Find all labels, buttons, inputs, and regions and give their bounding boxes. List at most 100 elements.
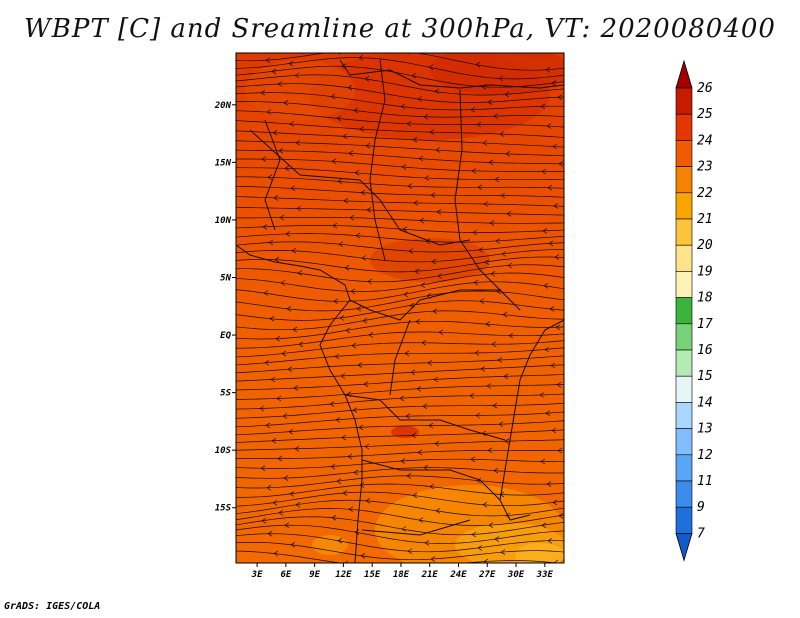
colorbar-label: 14 <box>697 395 713 410</box>
colorbar: 26 25 24 23 22 21 20 19 18 17 16 15 14 13 12 11 9 7 <box>675 59 713 562</box>
streamline <box>236 130 564 148</box>
streamline-arrow <box>341 434 347 441</box>
streamline <box>236 550 560 563</box>
map-frame <box>235 52 565 564</box>
streamline-arrow <box>339 315 345 321</box>
streamline <box>236 533 564 553</box>
streamline <box>236 491 564 507</box>
streamline-arrow <box>338 241 344 247</box>
colorbar-segment <box>675 480 693 508</box>
streamline-arrow <box>474 350 480 356</box>
colorbar-label: 13 <box>697 422 713 437</box>
streamline-arrow <box>278 148 284 154</box>
streamline <box>236 449 564 459</box>
streamline-arrow <box>340 373 346 379</box>
streamline <box>236 310 564 331</box>
colorbar-segment <box>675 218 693 246</box>
streamline <box>236 83 564 103</box>
streamline-arrow <box>485 321 491 327</box>
streamline-arrow <box>343 198 349 204</box>
border-line <box>369 59 386 261</box>
streamline-arrow <box>434 88 440 95</box>
streamline-arrow <box>355 232 361 239</box>
latitude-axis: 20N 15N 10N 5N EQ 5S 10S 15S <box>214 101 236 514</box>
streamline-arrow <box>419 217 425 224</box>
streamline <box>236 355 564 374</box>
streamline-arrow <box>411 72 417 79</box>
streamline-arrow <box>504 91 510 98</box>
border-line <box>361 519 471 536</box>
streamline-arrow <box>406 120 412 127</box>
streamline-arrow <box>274 256 280 263</box>
streamline-arrow <box>291 247 297 254</box>
lon-tick-label: 12E <box>335 570 352 580</box>
streamline-arrow <box>278 510 284 516</box>
streamline-arrow <box>488 522 494 528</box>
streamline-arrow <box>429 483 435 490</box>
lat-tick-label: 10S <box>215 446 232 456</box>
lat-tick-label: 10N <box>215 216 232 226</box>
field-warm-patch <box>391 426 419 438</box>
streamline <box>236 347 564 366</box>
border-line <box>389 319 411 396</box>
streamline-arrow <box>287 366 293 373</box>
streamline-arrow <box>295 502 301 508</box>
streamline <box>236 483 564 498</box>
streamline-arrow <box>367 278 373 285</box>
streamline <box>236 524 564 544</box>
streamline-arrow <box>501 251 507 257</box>
colorbar-segment <box>675 428 693 456</box>
streamline <box>236 429 564 443</box>
streamline-arrow <box>471 531 477 538</box>
streamline-arrow <box>418 517 424 523</box>
streamline-arrow <box>331 514 337 521</box>
lat-tick-label: 5S <box>220 389 231 399</box>
streamline-arrow <box>413 200 419 206</box>
streamline-arrow <box>503 373 509 380</box>
streamline-arrow <box>342 490 348 496</box>
border-line <box>454 89 501 291</box>
streamline-arrow <box>482 140 488 146</box>
streamline-arrow <box>506 211 512 217</box>
streamline-arrow <box>277 455 283 462</box>
streamline-arrow <box>402 226 408 232</box>
streamline-arrow <box>420 282 426 288</box>
streamline-arrow <box>262 224 268 230</box>
streamline-arrow <box>421 340 427 346</box>
streamline-arrow <box>556 381 562 388</box>
streamline-arrow <box>557 447 563 454</box>
streamline-arrow <box>284 165 290 172</box>
streamline-arrow <box>545 67 551 73</box>
streamline-arrow <box>552 499 558 506</box>
streamline-arrow <box>353 469 359 476</box>
streamline-arrow <box>494 536 500 542</box>
streamline <box>236 241 564 253</box>
streamline <box>236 340 564 358</box>
streamline-arrow <box>547 538 553 544</box>
streamline-arrow <box>404 350 410 357</box>
streamline-arrow <box>424 540 430 546</box>
streamline-arrow <box>290 541 296 548</box>
lon-tick-label: 18E <box>393 570 410 580</box>
streamline-arrow <box>354 169 360 176</box>
streamline <box>236 300 564 321</box>
streamline-arrow <box>400 103 406 110</box>
streamline-arrow <box>435 508 441 514</box>
streamline <box>236 120 564 138</box>
streamline-arrow <box>342 133 348 140</box>
streamline-arrow <box>425 238 431 245</box>
colorbar-label: 9 <box>697 500 705 515</box>
streamline-arrow <box>490 271 496 277</box>
streamline-arrow <box>437 273 443 279</box>
colorbar-label: 19 <box>697 264 713 279</box>
streamline-arrow <box>294 72 300 79</box>
streamline <box>236 101 564 118</box>
field-warm-patch <box>430 53 564 95</box>
streamline-arrow <box>290 185 296 192</box>
field-warm-patch <box>245 60 355 120</box>
streamline-arrow <box>428 422 434 429</box>
streamline <box>236 57 564 80</box>
lon-tick-label: 24E <box>449 570 467 580</box>
streamline-arrow <box>406 473 412 479</box>
streamline-arrow <box>365 498 371 504</box>
